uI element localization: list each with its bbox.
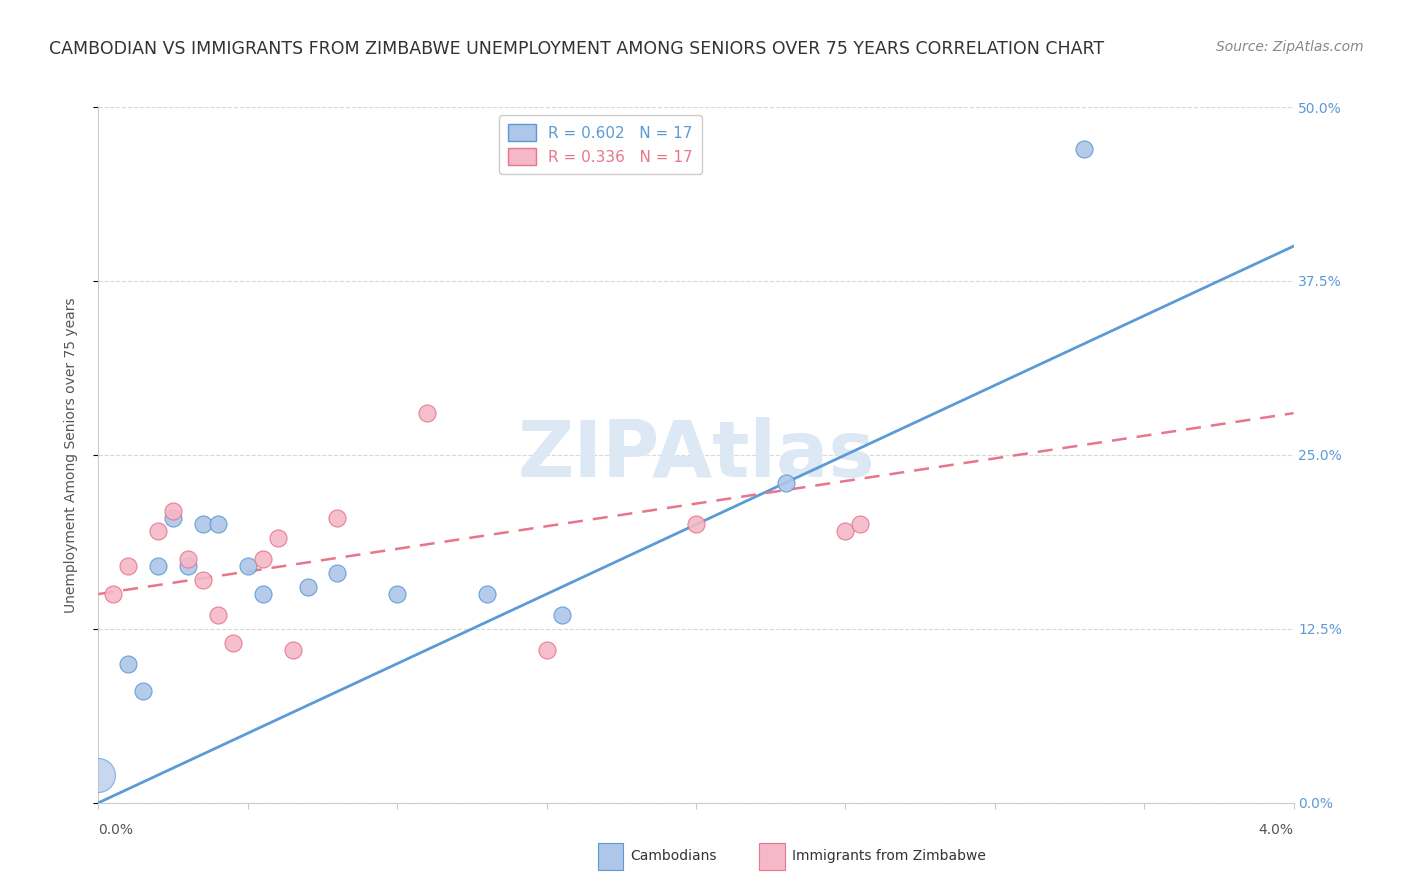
Point bbox=[252, 587, 274, 601]
Point bbox=[103, 587, 125, 601]
Point bbox=[207, 517, 229, 532]
Point bbox=[191, 517, 214, 532]
Point bbox=[267, 532, 290, 546]
Point bbox=[834, 524, 856, 539]
Point bbox=[550, 607, 572, 622]
Point bbox=[132, 684, 155, 698]
Point bbox=[536, 642, 558, 657]
Point bbox=[775, 475, 797, 490]
Point bbox=[162, 503, 184, 517]
Point bbox=[162, 510, 184, 524]
Text: Cambodians: Cambodians bbox=[630, 849, 717, 863]
Point bbox=[1073, 142, 1095, 156]
Text: Source: ZipAtlas.com: Source: ZipAtlas.com bbox=[1216, 40, 1364, 54]
Point bbox=[148, 559, 170, 574]
Point bbox=[117, 559, 139, 574]
Point bbox=[281, 642, 304, 657]
Text: ZIPAtlas: ZIPAtlas bbox=[517, 417, 875, 493]
Point bbox=[177, 559, 200, 574]
Point bbox=[685, 517, 707, 532]
Point bbox=[177, 552, 200, 566]
Text: Immigrants from Zimbabwe: Immigrants from Zimbabwe bbox=[792, 849, 986, 863]
Point bbox=[385, 587, 409, 601]
Point bbox=[297, 580, 319, 594]
Text: CAMBODIAN VS IMMIGRANTS FROM ZIMBABWE UNEMPLOYMENT AMONG SENIORS OVER 75 YEARS C: CAMBODIAN VS IMMIGRANTS FROM ZIMBABWE UN… bbox=[49, 40, 1104, 58]
Point bbox=[475, 587, 498, 601]
Point bbox=[326, 510, 349, 524]
Legend: R = 0.602   N = 17, R = 0.336   N = 17: R = 0.602 N = 17, R = 0.336 N = 17 bbox=[499, 115, 702, 175]
Text: 4.0%: 4.0% bbox=[1258, 823, 1294, 837]
Point bbox=[222, 636, 245, 650]
Point bbox=[236, 559, 259, 574]
Y-axis label: Unemployment Among Seniors over 75 years: Unemployment Among Seniors over 75 years bbox=[63, 297, 77, 613]
Text: 0.0%: 0.0% bbox=[98, 823, 134, 837]
Point bbox=[117, 657, 139, 671]
Point bbox=[207, 607, 229, 622]
Point bbox=[191, 573, 214, 587]
Point bbox=[87, 768, 110, 782]
Point bbox=[326, 566, 349, 581]
Point bbox=[849, 517, 872, 532]
Point bbox=[416, 406, 439, 420]
Point bbox=[252, 552, 274, 566]
Point bbox=[148, 524, 170, 539]
